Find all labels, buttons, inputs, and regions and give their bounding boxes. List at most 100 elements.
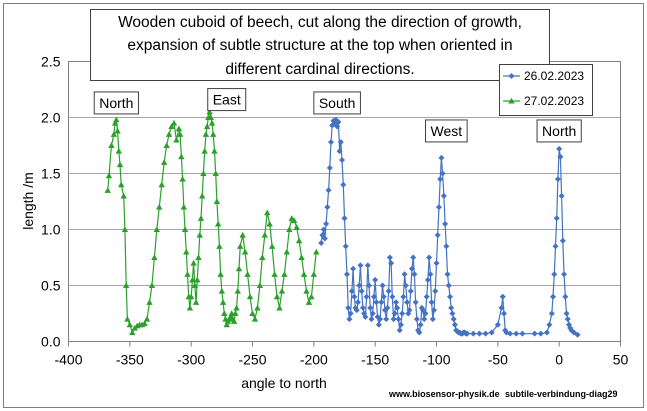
data-point xyxy=(375,321,382,328)
data-point xyxy=(553,215,560,222)
data-point xyxy=(189,276,196,283)
data-point xyxy=(445,282,452,289)
data-point xyxy=(170,119,178,126)
data-point xyxy=(187,293,195,300)
data-point xyxy=(390,316,397,323)
data-point xyxy=(180,203,188,210)
data-point xyxy=(395,316,402,323)
data-point xyxy=(406,307,413,314)
footer-diagram-id: subtile-verbindung-diag29 xyxy=(505,389,618,399)
data-point xyxy=(321,235,328,242)
legend-marker xyxy=(508,97,515,104)
data-point xyxy=(354,299,361,306)
data-point xyxy=(439,170,446,177)
data-point xyxy=(221,310,228,317)
x-tick-label: -150 xyxy=(361,352,389,368)
data-point xyxy=(320,226,327,233)
data-point xyxy=(216,243,223,249)
data-point xyxy=(300,271,308,277)
data-point xyxy=(190,259,197,266)
y-tick-label: 2.5 xyxy=(41,54,61,70)
data-point xyxy=(295,237,303,244)
data-point xyxy=(348,288,355,295)
data-point xyxy=(192,299,200,305)
data-point xyxy=(199,192,206,199)
data-point xyxy=(400,293,407,300)
data-point xyxy=(273,293,281,300)
chart-title-line-2: expansion of subtle structure at the top… xyxy=(127,37,512,54)
data-point xyxy=(291,217,298,224)
data-point xyxy=(435,204,442,211)
data-point xyxy=(401,271,408,278)
data-point xyxy=(153,226,161,233)
data-point xyxy=(494,321,501,328)
data-point xyxy=(219,299,227,305)
data-point xyxy=(339,157,346,164)
chart-title-line-1: Wooden cuboid of beech, cut along the di… xyxy=(118,14,522,31)
data-point xyxy=(218,287,226,294)
data-point xyxy=(437,176,444,183)
data-point xyxy=(278,287,286,294)
data-point xyxy=(499,293,506,300)
data-point xyxy=(337,139,344,146)
data-point xyxy=(383,316,390,323)
data-point xyxy=(217,271,224,277)
data-point xyxy=(358,288,365,295)
data-point xyxy=(276,304,283,311)
data-point xyxy=(175,125,183,132)
series-layer xyxy=(104,108,581,338)
data-point xyxy=(244,271,251,277)
legend-label-series-1: 26.02.2023 xyxy=(524,69,584,83)
data-point xyxy=(120,192,127,199)
data-point xyxy=(488,329,495,336)
data-point xyxy=(448,304,455,311)
data-point xyxy=(422,310,429,317)
data-point xyxy=(424,276,431,283)
data-point xyxy=(450,316,457,323)
data-point xyxy=(367,304,374,311)
data-point xyxy=(402,282,409,289)
data-point xyxy=(379,282,386,289)
direction-label-box xyxy=(536,119,582,143)
data-point xyxy=(283,248,291,255)
x-tick-label: -250 xyxy=(238,352,266,368)
data-point xyxy=(286,226,293,233)
data-point xyxy=(546,321,553,328)
data-point xyxy=(386,254,393,261)
y-tick-label: 2.0 xyxy=(41,110,61,126)
data-point xyxy=(394,304,401,311)
data-point xyxy=(186,304,194,311)
data-point xyxy=(558,192,565,199)
data-point xyxy=(232,310,239,317)
data-point xyxy=(434,232,441,239)
legend-marker xyxy=(508,73,515,79)
data-point xyxy=(235,265,243,272)
data-point xyxy=(397,321,404,328)
data-point xyxy=(369,310,376,317)
data-point xyxy=(194,276,201,283)
data-point xyxy=(557,153,564,160)
data-point xyxy=(372,276,379,283)
data-point xyxy=(377,316,384,323)
data-point xyxy=(416,329,423,336)
data-point xyxy=(393,299,400,306)
data-point xyxy=(183,248,190,255)
data-point xyxy=(476,330,483,337)
data-point xyxy=(451,321,458,328)
data-point xyxy=(426,254,433,261)
data-point xyxy=(410,254,417,261)
data-point xyxy=(345,304,352,311)
data-point xyxy=(256,282,264,289)
data-point xyxy=(156,203,163,210)
data-point xyxy=(181,226,189,233)
data-point xyxy=(438,154,445,161)
direction-label-box xyxy=(424,119,468,143)
data-point xyxy=(108,142,115,149)
data-point xyxy=(191,282,199,289)
legend: 26.02.2023 27.02.2023 xyxy=(499,64,593,116)
data-point xyxy=(446,293,453,300)
data-point xyxy=(498,304,505,311)
data-point xyxy=(179,175,186,182)
data-point xyxy=(563,310,570,317)
